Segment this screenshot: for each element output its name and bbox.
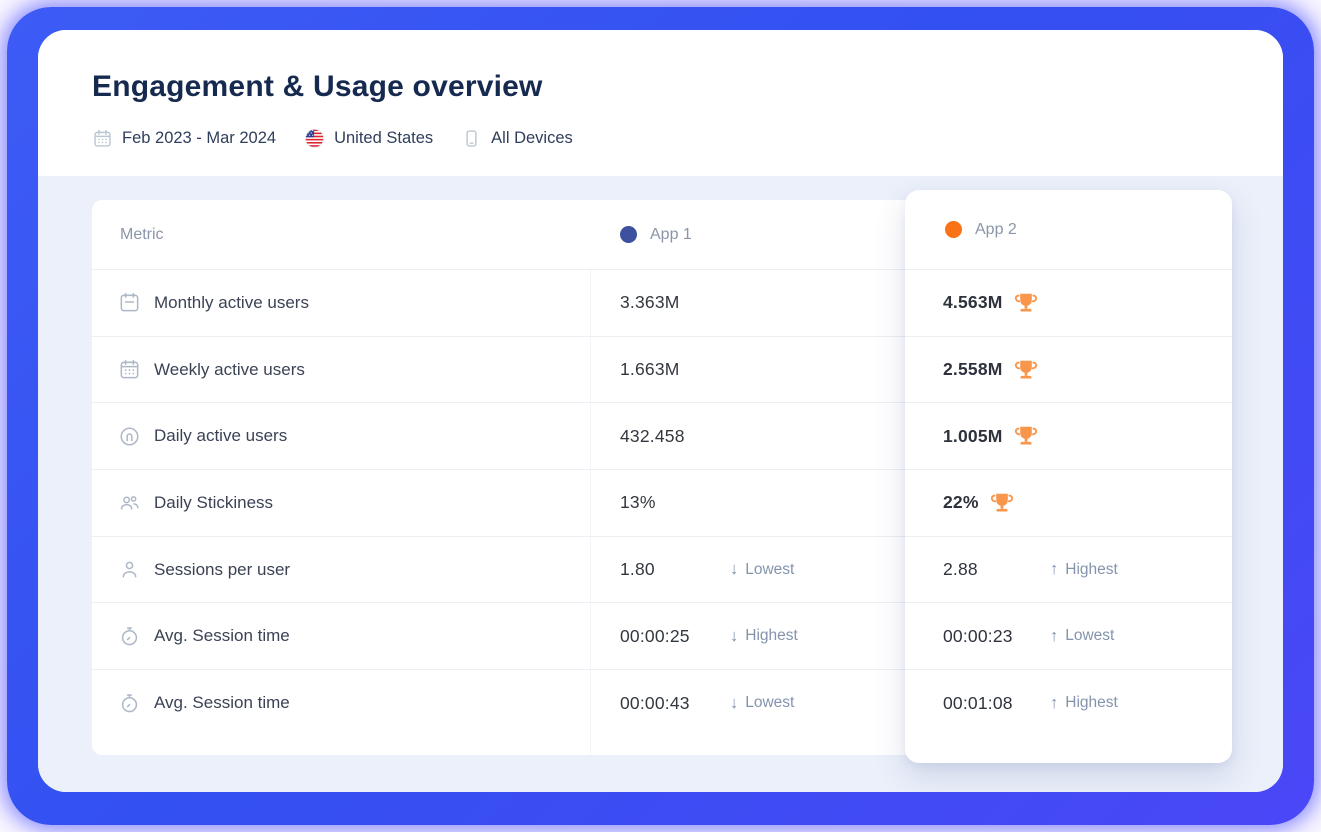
user-icon xyxy=(122,561,137,578)
metric-name: Daily Stickiness xyxy=(154,492,274,512)
card-header: Engagement & Usage overview Feb 2023 - M… xyxy=(38,30,1283,176)
table-header-row: Metric App 1 xyxy=(92,200,1225,270)
trend-label: Lowest xyxy=(745,560,795,578)
app2-value: 1.005M xyxy=(943,425,1003,446)
filter-bar: Feb 2023 - Mar 2024 xyxy=(92,128,573,149)
calendar-week-icon xyxy=(120,359,139,379)
trend-badge: ↑ Highest xyxy=(1050,561,1118,579)
metric-column-header: Metric xyxy=(120,225,164,243)
trend-label: Highest xyxy=(1065,694,1118,712)
date-range-label: Feb 2023 - Mar 2024 xyxy=(122,129,277,147)
arrow-up-icon: ↑ xyxy=(1050,627,1059,646)
devices-filter[interactable]: All Devices xyxy=(461,128,573,149)
metric-name: Avg. Session time xyxy=(154,693,290,713)
app2-row: 00:01:08 ↑ Highest xyxy=(905,670,1232,737)
table-row: Avg. Session time 00:00:43 ↓ Lowest xyxy=(92,670,1225,737)
arrow-up-icon: ↑ xyxy=(1050,694,1059,713)
metric-name: Monthly active users xyxy=(154,292,309,312)
app2-row: 00:00:23 ↑ Lowest xyxy=(905,603,1232,671)
trend-badge: ↓ Lowest xyxy=(730,694,794,712)
app1-label: App 1 xyxy=(650,225,692,243)
app2-value: 4.563M xyxy=(943,292,1003,313)
arrow-down-icon: ↓ xyxy=(730,560,739,579)
arrow-down-icon: ↓ xyxy=(730,694,739,713)
table-row: Avg. Session time 00:00:25 ↓ Highest xyxy=(92,603,1225,671)
trend-badge: ↓ Lowest xyxy=(730,561,794,579)
app1-value: 00:00:43 xyxy=(620,692,690,713)
country-filter[interactable]: United States xyxy=(304,128,433,149)
arrow-down-icon: ↓ xyxy=(730,627,739,646)
table-row: Daily Stickiness 13% xyxy=(92,470,1225,537)
column-separator xyxy=(590,270,591,755)
trend-label: Highest xyxy=(1065,560,1118,578)
table-row: Weekly active users 1.663M xyxy=(92,337,1225,404)
card-body: Metric App 1 Monthly active users 3.363M xyxy=(38,176,1283,792)
page-title: Engagement & Usage overview xyxy=(92,70,543,103)
app2-value: 2.558M xyxy=(943,359,1003,380)
app1-dot-icon xyxy=(620,226,637,243)
trophy-icon xyxy=(990,493,1013,512)
trend-label: Highest xyxy=(745,627,798,645)
app2-value: 00:00:23 xyxy=(943,625,1013,646)
date-range-filter[interactable]: Feb 2023 - Mar 2024 xyxy=(92,128,276,149)
trend-badge: ↑ Highest xyxy=(1050,694,1118,712)
trophy-icon xyxy=(1014,427,1037,445)
users-icon xyxy=(120,496,139,510)
trophy-icon xyxy=(1014,293,1037,312)
calendar-icon xyxy=(94,129,111,147)
stopwatch-icon xyxy=(121,694,138,713)
mobile-device-icon xyxy=(466,130,477,147)
metric-name: Daily active users xyxy=(154,426,288,446)
app2-footer-spacer xyxy=(905,737,1232,763)
app2-label: App 2 xyxy=(975,220,1017,238)
app1-column-header: App 1 xyxy=(620,226,692,244)
app2-value: 22% xyxy=(943,492,979,513)
app1-value: 432.458 xyxy=(620,425,685,446)
metric-name: Avg. Session time xyxy=(154,626,290,646)
trend-badge: ↑ Lowest xyxy=(1050,627,1114,645)
table-row: Sessions per user 1.80 ↓ Lowest xyxy=(92,537,1225,604)
metric-name: Weekly active users xyxy=(154,359,305,379)
trophy-icon xyxy=(1014,360,1037,379)
app1-value: 1.80 xyxy=(620,559,655,580)
stopwatch-icon xyxy=(121,627,138,646)
calendar-month-icon xyxy=(120,293,139,312)
app2-column-header: App 2 xyxy=(905,190,1232,270)
metric-name: Sessions per user xyxy=(154,559,291,579)
country-label: United States xyxy=(334,129,434,147)
table-row: Daily active users 432.458 xyxy=(92,403,1225,471)
app2-row: 4.563M xyxy=(905,270,1232,337)
app2-column-card: App 2 4.563M 2.558M xyxy=(905,190,1232,763)
app2-row: 2.558M xyxy=(905,337,1232,404)
us-flag-icon xyxy=(305,129,325,148)
app1-value: 3.363M xyxy=(620,292,680,313)
trend-label: Lowest xyxy=(745,694,795,712)
app2-row: 22% xyxy=(905,470,1232,537)
trend-badge: ↓ Highest xyxy=(730,627,798,645)
app1-value: 1.663M xyxy=(620,359,680,380)
app2-row: 2.88 ↑ Highest xyxy=(905,537,1232,604)
devices-label: All Devices xyxy=(491,129,573,147)
arrow-up-icon: ↑ xyxy=(1050,560,1059,579)
app1-value: 13% xyxy=(620,492,656,513)
app2-value: 2.88 xyxy=(943,559,978,580)
overview-card: Engagement & Usage overview Feb 2023 - M… xyxy=(38,30,1283,792)
app2-value: 00:01:08 xyxy=(943,692,1013,713)
app2-row: 1.005M xyxy=(905,403,1232,471)
app2-dot-icon xyxy=(945,221,962,238)
trend-label: Lowest xyxy=(1065,627,1115,645)
calendar-day-icon xyxy=(120,427,139,446)
app1-value: 00:00:25 xyxy=(620,625,690,646)
table-row: Monthly active users 3.363M xyxy=(92,270,1225,337)
